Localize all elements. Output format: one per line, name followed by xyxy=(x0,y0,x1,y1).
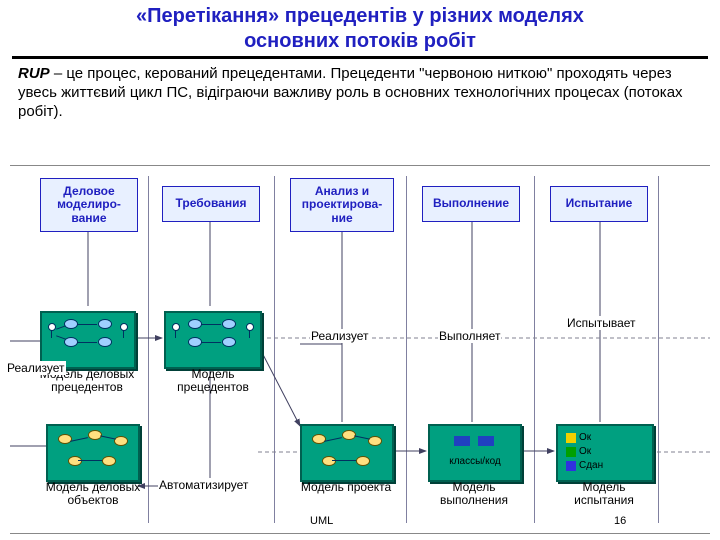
model-card xyxy=(300,424,394,482)
workflow-header-label: Испытание xyxy=(566,197,633,210)
model-label: Модель выполнения xyxy=(424,481,524,506)
workflow-header-label: Анализ и проектирова-ние xyxy=(293,185,391,225)
workflow-header-box: Требования xyxy=(162,186,260,222)
intro-paragraph: RUP – це процес, керований прецедентами.… xyxy=(0,65,720,127)
model-label: Модель испытания xyxy=(554,481,654,506)
workflow-diagram: Деловое моделиро-вание Требования Анализ… xyxy=(10,165,710,534)
workflow-header-box: Испытание xyxy=(550,186,648,222)
col-divider xyxy=(658,176,659,523)
model-label: Модель прецедентов xyxy=(166,368,260,393)
footer-right: 16 xyxy=(614,515,626,527)
object-net-icon xyxy=(302,426,392,480)
col-divider xyxy=(148,176,149,523)
workflow-header-box: Деловое моделиро-вание xyxy=(40,178,138,232)
workflow-header-box: Выполнение xyxy=(422,186,520,222)
rel-label: Реализует xyxy=(6,361,66,375)
col-divider xyxy=(534,176,535,523)
class-code-icon: классы/код xyxy=(430,426,520,480)
title-line-2: основних потоків робіт xyxy=(244,30,476,52)
col-divider xyxy=(406,176,407,523)
model-card xyxy=(46,424,140,482)
model-card: классы/код xyxy=(428,424,522,482)
class-code-label: классы/код xyxy=(440,456,510,467)
legend-text: Ок xyxy=(579,446,591,457)
rel-label: Реализует xyxy=(310,329,370,343)
rel-label: Испытывает xyxy=(566,316,637,330)
page-title: «Перетікання» прецедентів у різних модел… xyxy=(0,0,720,54)
test-legend-icon: Ок Ок Сдан xyxy=(558,426,652,480)
intro-rup: RUP xyxy=(18,65,50,82)
legend-text: Ок xyxy=(579,432,591,443)
usecase-net-icon xyxy=(42,313,134,367)
object-net-icon xyxy=(48,426,138,480)
col-divider xyxy=(274,176,275,523)
rel-label: Автоматизирует xyxy=(158,478,249,492)
model-card: Ок Ок Сдан xyxy=(556,424,654,482)
title-line-1: «Перетікання» прецедентів у різних модел… xyxy=(136,5,584,27)
model-label: Модель проекта xyxy=(296,481,396,494)
footer-left: UML xyxy=(310,515,333,527)
model-label: Модель деловых объектов xyxy=(38,481,148,506)
usecase-net-icon xyxy=(166,313,260,367)
workflow-header-label: Деловое моделиро-вание xyxy=(43,185,135,225)
title-divider xyxy=(12,56,708,59)
workflow-header-label: Требования xyxy=(176,197,247,210)
workflow-header-box: Анализ и проектирова-ние xyxy=(290,178,394,232)
model-card xyxy=(164,311,262,369)
legend-text: Сдан xyxy=(579,460,603,471)
intro-text: – це процес, керований прецедентами. Пре… xyxy=(18,65,683,120)
rel-label: Выполняет xyxy=(438,329,501,343)
workflow-header-label: Выполнение xyxy=(433,197,509,210)
